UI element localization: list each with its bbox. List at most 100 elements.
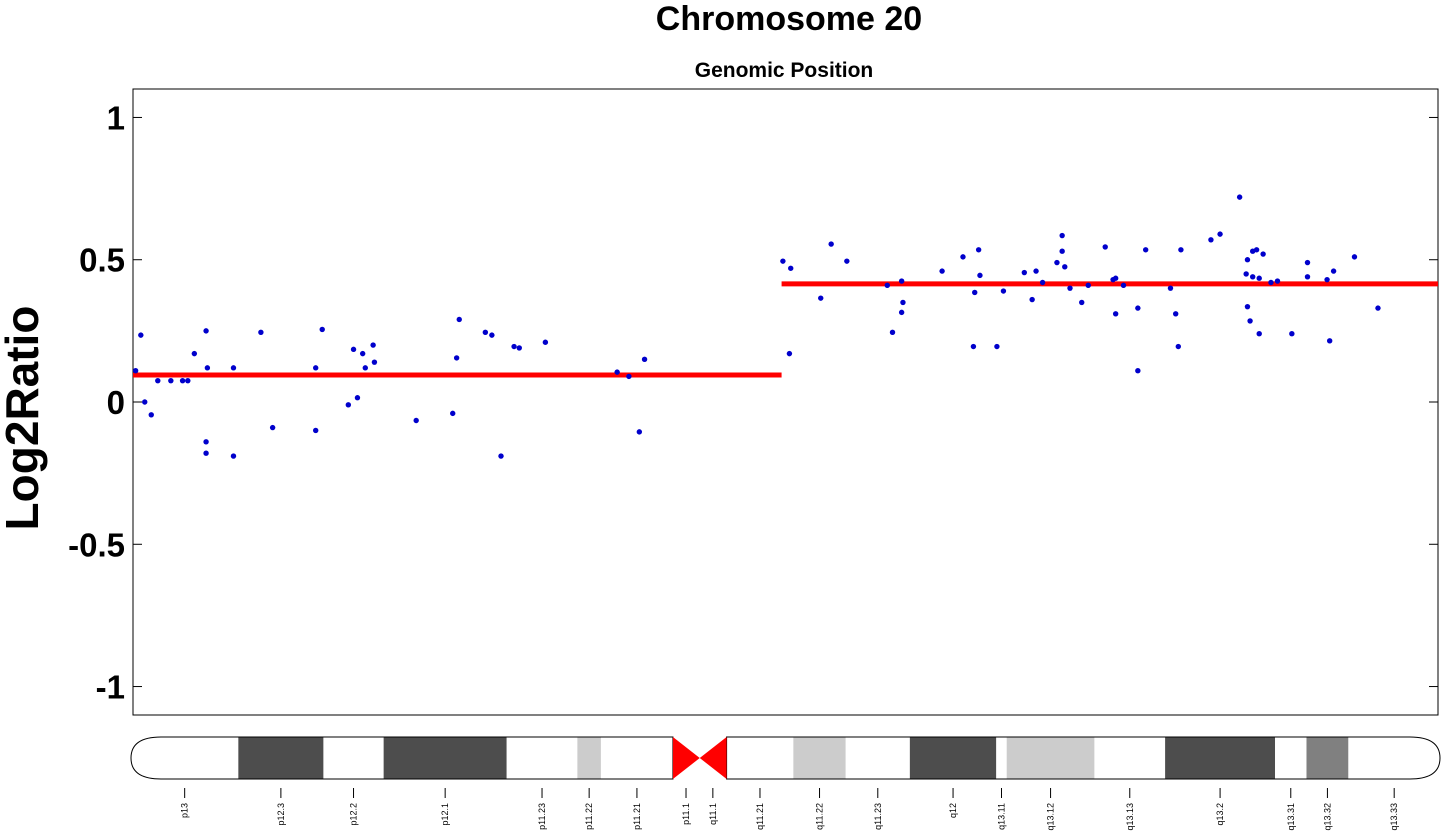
plot-area — [132, 88, 1439, 716]
y-tick-label: -0.5 — [68, 526, 125, 563]
band-label: q12 — [948, 803, 958, 818]
data-point — [1330, 268, 1337, 274]
data-point — [1142, 247, 1149, 253]
band-q13.12 — [1006, 737, 1095, 779]
data-point — [1059, 232, 1065, 239]
data-point — [1112, 275, 1119, 281]
data-point — [179, 377, 186, 384]
data-point — [1326, 338, 1333, 344]
data-point — [1120, 282, 1127, 289]
data-point — [818, 295, 824, 301]
data-point — [970, 343, 977, 350]
data-point — [413, 417, 419, 424]
band-p11.22 — [577, 737, 601, 779]
data-point — [371, 359, 378, 365]
data-point — [168, 377, 174, 384]
data-point — [350, 346, 357, 353]
data-point — [1033, 268, 1039, 274]
band-label: q13.33 — [1389, 803, 1399, 831]
data-point — [844, 258, 850, 264]
data-point — [1062, 264, 1068, 270]
data-point — [319, 326, 325, 333]
p-arm — [131, 737, 673, 779]
chromosome-ideogram — [130, 736, 1441, 780]
data-point — [453, 355, 460, 361]
data-point — [1029, 296, 1035, 303]
data-point — [1236, 194, 1243, 200]
band-q12 — [909, 737, 997, 779]
data-point — [1217, 231, 1223, 237]
data-point — [362, 365, 368, 371]
band-label: p11.23 — [537, 803, 547, 830]
data-point — [1253, 247, 1260, 253]
data-point — [1256, 331, 1262, 337]
y-axis-ticks: 1 0.5 0 -0.5 -1 — [68, 99, 1438, 706]
data-point — [155, 377, 161, 384]
data-point — [230, 453, 237, 459]
data-point — [489, 332, 495, 338]
data-point — [1085, 282, 1091, 289]
data-point — [359, 350, 366, 357]
q-arm — [726, 737, 1440, 779]
band-p12.3 — [238, 737, 324, 779]
band-labels: p13 p12.3 p12.2 p12.1 p11.23 p11.22 p11.21 p11.… — [180, 788, 1399, 831]
data-point — [258, 329, 264, 335]
data-point — [511, 343, 517, 350]
data-point — [898, 309, 905, 316]
band-p12.2 — [323, 737, 384, 779]
data-point — [1304, 259, 1311, 266]
data-point — [542, 339, 549, 345]
band-label: q11.23 — [873, 803, 883, 830]
data-point — [1039, 279, 1046, 286]
y-tick-label: 1 — [107, 99, 125, 136]
p-arm-outline — [130, 736, 674, 780]
data-point — [450, 410, 456, 417]
data-point — [138, 332, 144, 338]
band-label: p12.2 — [349, 803, 359, 826]
data-point — [641, 356, 648, 363]
band-q13.2 — [1165, 737, 1276, 779]
data-point — [1178, 247, 1184, 253]
band-label: q13.12 — [1046, 803, 1056, 831]
data-point — [626, 373, 632, 380]
data-point — [1247, 318, 1253, 324]
y-tick-label: -1 — [96, 669, 125, 706]
data-point — [1135, 368, 1141, 374]
data-point — [786, 350, 793, 357]
data-point — [1260, 251, 1266, 257]
band-q13.31 — [1275, 737, 1307, 779]
data-point — [1268, 279, 1274, 286]
data-point — [788, 265, 794, 271]
data-point — [203, 439, 209, 445]
data-point — [977, 272, 983, 279]
data-point — [636, 429, 643, 435]
band-label: p13 — [180, 803, 190, 818]
band-label: q13.2 — [1215, 803, 1225, 826]
centromere-right — [699, 737, 727, 779]
data-points — [132, 194, 1381, 459]
band-label: q11.21 — [755, 803, 765, 830]
data-point — [1256, 275, 1262, 281]
data-point — [1172, 311, 1179, 317]
y-tick-label: 0 — [107, 384, 125, 421]
data-point — [345, 402, 352, 408]
data-point — [354, 395, 361, 401]
data-point — [1324, 276, 1330, 283]
band-q11.21 — [726, 737, 794, 779]
data-point — [972, 289, 978, 296]
data-point — [516, 345, 522, 351]
data-point — [142, 399, 148, 405]
data-point — [614, 369, 620, 375]
data-point — [1243, 271, 1249, 277]
data-point — [960, 254, 966, 260]
y-axis-label: Log2Ratio — [0, 306, 48, 531]
data-point — [482, 329, 489, 335]
data-point — [884, 282, 890, 289]
data-point — [132, 368, 139, 374]
band-label: q13.13 — [1125, 803, 1135, 831]
data-point — [1175, 343, 1182, 350]
data-point — [1079, 299, 1085, 306]
y-tick-label: 0.5 — [79, 242, 125, 279]
data-point — [828, 241, 834, 247]
